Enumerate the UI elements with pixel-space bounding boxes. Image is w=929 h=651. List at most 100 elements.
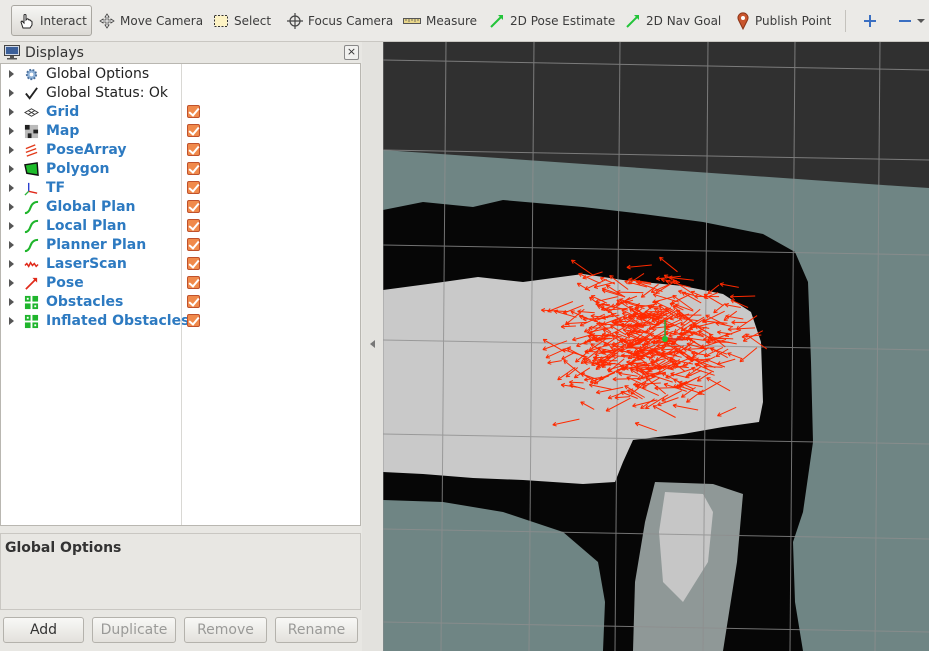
pose-arrow-head <box>655 289 660 294</box>
measure-label: Measure <box>426 13 477 28</box>
measure-tool[interactable]: Measure <box>398 5 477 36</box>
pose-arrow-head <box>593 355 598 360</box>
display-item-global-plan[interactable]: Global Plan <box>1 198 360 217</box>
expand-arrow-icon[interactable] <box>9 222 14 230</box>
pose-arrow <box>672 294 694 311</box>
expand-arrow-icon[interactable] <box>9 279 14 287</box>
display-item-obstacles[interactable]: Obstacles <box>1 293 360 312</box>
expand-arrow-icon[interactable] <box>9 203 14 211</box>
pose-arrow <box>673 357 692 365</box>
panel-splitter[interactable] <box>362 42 383 651</box>
pose-arrow <box>643 329 667 345</box>
add-tool-button[interactable] <box>858 5 880 36</box>
enabled-checkbox[interactable] <box>187 238 200 251</box>
pose-arrow-head <box>640 293 646 298</box>
display-item-laserscan[interactable]: LaserScan <box>1 255 360 274</box>
add-button[interactable]: Add <box>3 617 84 643</box>
pose-estimate-tool[interactable]: 2D Pose Estimate <box>484 5 616 36</box>
display-item-tf[interactable]: TF <box>1 179 360 198</box>
nav-goal-tool[interactable]: 2D Nav Goal <box>620 5 721 36</box>
expand-arrow-icon[interactable] <box>9 260 14 268</box>
select-tool[interactable]: Select <box>208 5 275 36</box>
pose-arrow-head <box>586 329 591 335</box>
enabled-checkbox[interactable] <box>187 200 200 213</box>
pose-arrow-head <box>605 284 611 289</box>
pose-arrow-head <box>601 363 607 368</box>
pose-arrow-head <box>727 352 732 357</box>
pose-arrow <box>651 283 671 293</box>
pose-arrow <box>629 344 649 359</box>
display-label: Grid <box>46 104 80 120</box>
pose-arrow <box>672 404 699 411</box>
pose-arrow <box>575 347 594 363</box>
pose-arrow <box>704 346 724 357</box>
pose-arrow <box>615 345 642 350</box>
enabled-checkbox[interactable] <box>187 124 200 137</box>
enabled-checkbox[interactable] <box>187 276 200 289</box>
display-item-posearray[interactable]: PoseArray <box>1 141 360 160</box>
enabled-checkbox[interactable] <box>187 219 200 232</box>
remove-button[interactable]: Remove <box>184 617 267 643</box>
enabled-checkbox[interactable] <box>187 257 200 270</box>
rename-button[interactable]: Rename <box>275 617 358 643</box>
pose-arrow-head <box>614 395 619 400</box>
enabled-checkbox[interactable] <box>187 143 200 156</box>
pose-arrow <box>675 375 701 388</box>
display-item-grid[interactable]: Grid <box>1 103 360 122</box>
close-icon[interactable]: × <box>344 45 359 60</box>
pose-arrow <box>563 360 583 376</box>
pose-arrow <box>637 347 654 361</box>
expand-arrow-icon[interactable] <box>9 317 14 325</box>
display-item-local-plan[interactable]: Local Plan <box>1 217 360 236</box>
duplicate-button[interactable]: Duplicate <box>92 617 176 643</box>
pose-arrow <box>542 340 568 351</box>
pose-arrow-head <box>680 393 686 398</box>
pose-arrow <box>730 295 756 298</box>
pose-arrow-head <box>678 289 683 295</box>
pose-arrow-head <box>703 352 709 358</box>
expand-arrow-icon[interactable] <box>9 241 14 249</box>
expand-arrow-icon[interactable] <box>9 89 14 97</box>
expand-arrow-icon[interactable] <box>9 298 14 306</box>
expand-arrow-icon[interactable] <box>9 165 14 173</box>
pose-arrow <box>677 336 705 341</box>
expand-arrow-icon[interactable] <box>9 127 14 135</box>
display-item-inflated-obstacles[interactable]: Inflated Obstacles <box>1 312 360 331</box>
enabled-checkbox[interactable] <box>187 314 200 327</box>
move-camera-tool[interactable]: Move Camera <box>94 5 203 36</box>
pose-arrow <box>686 389 704 403</box>
render-viewport[interactable] <box>383 42 929 651</box>
publish-point-tool[interactable]: Publish Point <box>731 5 831 36</box>
pose-arrow <box>621 354 641 371</box>
display-item-pose[interactable]: Pose <box>1 274 360 293</box>
pose-arrow <box>690 357 716 369</box>
pose-arrow-head <box>652 405 658 410</box>
focus-camera-tool[interactable]: Focus Camera <box>282 5 393 36</box>
display-item-global-options[interactable]: Global Options <box>1 65 360 84</box>
pose-arrow <box>708 333 726 348</box>
expand-arrow-icon[interactable] <box>9 70 14 78</box>
pose-arrow-head <box>685 374 690 379</box>
pose-estimate-label: 2D Pose Estimate <box>510 13 616 28</box>
display-item-polygon[interactable]: Polygon <box>1 160 360 179</box>
pose-arrow <box>661 352 682 358</box>
enabled-checkbox[interactable] <box>187 181 200 194</box>
display-item-global-status[interactable]: Global Status: Ok <box>1 84 360 103</box>
expand-arrow-icon[interactable] <box>9 184 14 192</box>
pose-arrow-head <box>643 340 648 345</box>
polygon-icon <box>24 162 39 176</box>
collapse-arrow-icon[interactable] <box>370 340 375 348</box>
scene-canvas[interactable] <box>383 42 929 651</box>
enabled-checkbox[interactable] <box>187 162 200 175</box>
enabled-checkbox[interactable] <box>187 105 200 118</box>
interact-tool[interactable]: Interact <box>11 5 92 36</box>
remove-tool-button[interactable] <box>893 5 927 36</box>
display-item-planner-plan[interactable]: Planner Plan <box>1 236 360 255</box>
display-item-map[interactable]: Map <box>1 122 360 141</box>
pose-arrow <box>706 377 731 392</box>
expand-arrow-icon[interactable] <box>9 108 14 116</box>
enabled-checkbox[interactable] <box>187 295 200 308</box>
pose-arrow-head <box>657 315 663 320</box>
expand-arrow-icon[interactable] <box>9 146 14 154</box>
pose-arrow <box>663 319 684 330</box>
